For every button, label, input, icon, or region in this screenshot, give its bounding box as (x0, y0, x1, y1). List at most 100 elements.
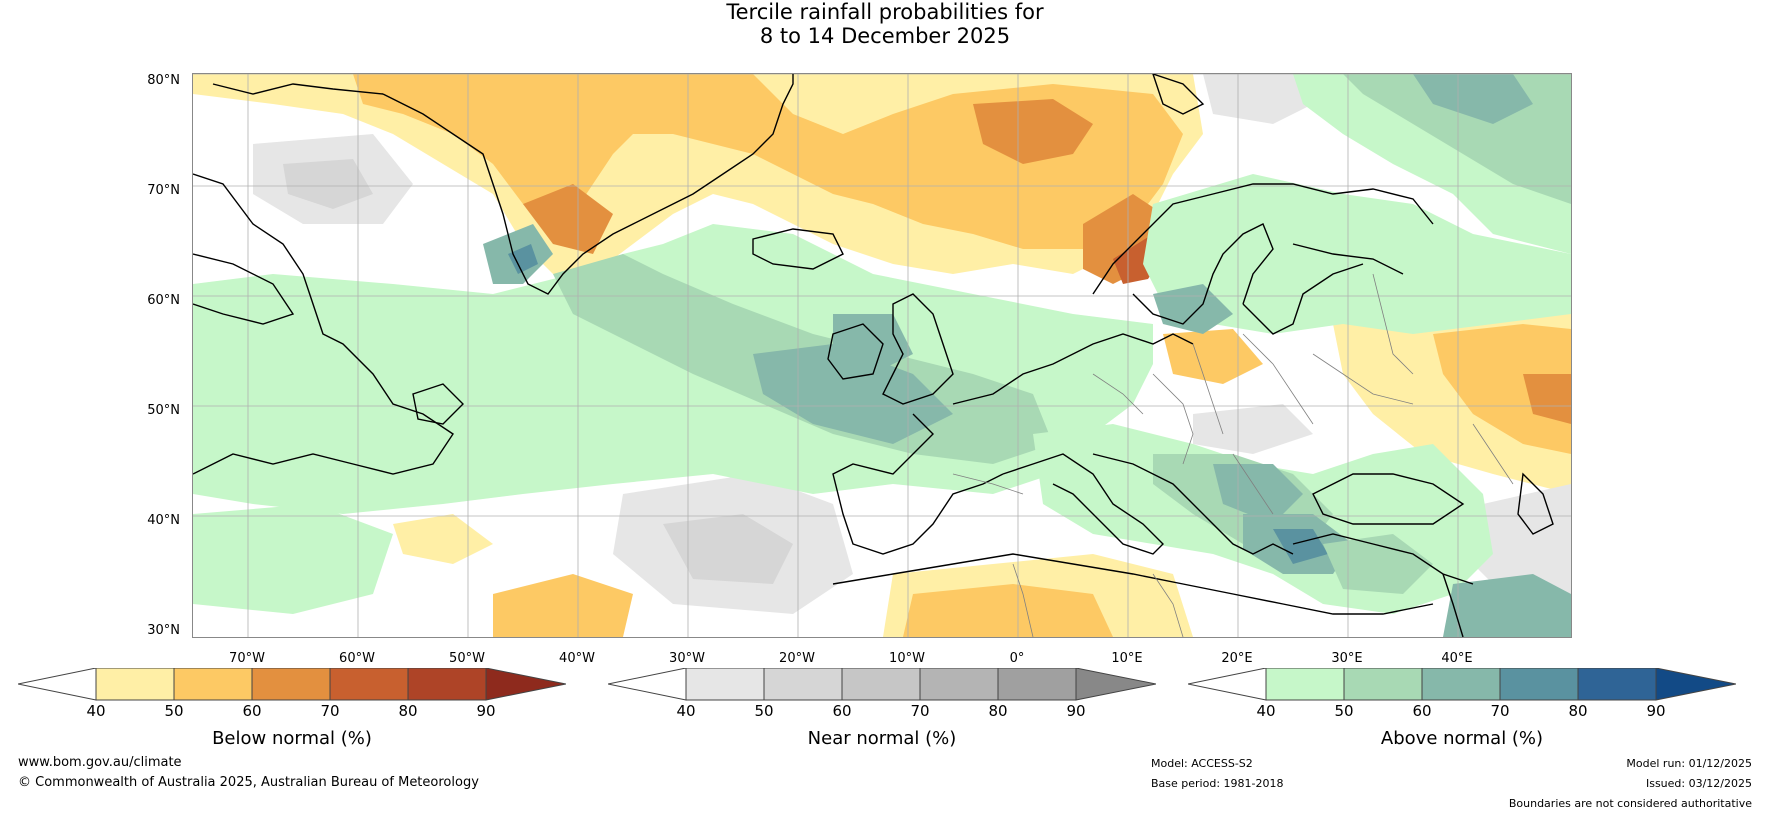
colorbar-near-tick-40: 40 (676, 702, 696, 720)
colorbar-above-swatch-5 (1577, 668, 1657, 701)
above-zone-balkans-core (1213, 464, 1303, 524)
colorbar-near-swatch-4 (919, 668, 999, 701)
colorbar-near-graphic (608, 668, 1156, 701)
lon-label-20w: 20°W (779, 651, 815, 666)
coast-canada (193, 173, 454, 475)
colorbar-above-swatch-4 (1499, 668, 1579, 701)
near-zone-arctic-ne (1203, 74, 1313, 124)
below-zone-atlantic-s2 (493, 574, 633, 637)
coast-svalbard (1152, 74, 1205, 115)
coast-hudson (193, 253, 295, 325)
colorbar-below-left-triangle (18, 668, 97, 701)
above-zone-greece-dark (1273, 529, 1328, 564)
footer-website: www.bom.gov.au/climate (18, 755, 182, 770)
footer-model: Model: ACCESS-S2 (1151, 757, 1253, 770)
colorbar-above-swatch-3 (1421, 668, 1501, 701)
above-zone-greenland-tip-dark (508, 244, 538, 274)
coast-britain (882, 293, 954, 405)
colorbar-below-swatch-4 (329, 668, 409, 701)
lon-label-30e: 30°E (1331, 651, 1363, 666)
colorbar-above-normal: 40 50 60 70 80 90 Above normal (%) (1188, 668, 1736, 749)
near-zone-south-atlantic-core (663, 514, 793, 584)
colorbar-near-right-triangle (1075, 668, 1156, 701)
lon-label-50w: 50°W (449, 651, 485, 666)
lon-label-30w: 30°W (669, 651, 705, 666)
coast-iceland (752, 228, 844, 270)
coast-italy (1002, 453, 1164, 555)
below-zone-east-core (973, 99, 1093, 164)
colorbar-above-tick-60: 60 (1412, 702, 1432, 720)
colorbar-below-tick-90: 90 (476, 702, 496, 720)
above-zone-turkey (1323, 534, 1433, 594)
country-borders (952, 273, 1514, 637)
coast-turkey (1292, 533, 1474, 585)
footer-disclaimer: Boundaries are not considered authoritat… (1508, 797, 1752, 810)
above-zone-midatlantic-core (753, 344, 953, 444)
below-zone-greenland-core (523, 184, 613, 254)
coast-caspian (1517, 472, 1554, 535)
colorbar-above-tick-90: 90 (1646, 702, 1666, 720)
colorbar-below-swatch-2 (173, 668, 253, 701)
above-zone-atlantic-w (193, 404, 343, 494)
colorbar-above-title: Above normal (%) (1380, 728, 1544, 749)
coast-europe (952, 333, 1194, 405)
footer-model-run: Model run: 01/12/2025 (1626, 757, 1752, 770)
colorbar-above-graphic (1188, 668, 1736, 701)
near-zone-central-europe (1193, 404, 1313, 454)
colorbar-near-tick-50: 50 (754, 702, 774, 720)
colorbar-below-tick-40: 40 (86, 702, 106, 720)
coast-blacksea (1312, 473, 1465, 525)
colorbar-near-tick-90: 90 (1066, 702, 1086, 720)
colorbar-near-tick-60: 60 (832, 702, 852, 720)
colorbar-above-right-triangle (1655, 668, 1736, 701)
colorbar-below-tick-70: 70 (320, 702, 340, 720)
colorbar-near-swatch-5 (997, 668, 1077, 701)
colorbar-near-swatch-1 (685, 668, 765, 701)
coast-sweden (1132, 223, 1274, 325)
colorbar-above-tick-40: 40 (1256, 702, 1276, 720)
coast-baltic (1242, 263, 1364, 335)
colorbar-near-swatch-2 (763, 668, 843, 701)
coastlines (193, 74, 1554, 637)
lat-label-80n: 80°N (147, 73, 180, 88)
colorbar-above-swatch-1 (1265, 668, 1345, 701)
chart-title: Tercile rainfall probabilities for 8 to … (0, 0, 1770, 48)
colorbar-near-tick-70: 70 (910, 702, 930, 720)
colorbar-near-title: Near normal (%) (807, 728, 957, 749)
colorbar-near-swatch-3 (841, 668, 921, 701)
coast-norway (1092, 183, 1434, 295)
lon-label-0: 0° (1009, 651, 1025, 666)
coast-levant (1442, 573, 1464, 637)
coast-finland-gulf (1292, 243, 1404, 275)
colorbar-below-tick-80: 80 (398, 702, 418, 720)
colorbar-above-swatch-2 (1343, 668, 1423, 701)
colorbar-below-right-triangle (485, 668, 566, 701)
colorbar-above-tick-80: 80 (1568, 702, 1588, 720)
colorbar-near-left-triangle (608, 668, 687, 701)
colorbar-below-title: Below normal (%) (212, 728, 372, 749)
above-zone-atlantic-s (193, 504, 393, 614)
below-zone-russia-mid (1433, 324, 1571, 454)
lon-label-70w: 70°W (229, 651, 265, 666)
above-zone-scandinavia (1143, 174, 1571, 334)
lon-label-40e: 40°E (1441, 651, 1473, 666)
coast-balkans (1092, 453, 1294, 555)
colorbar-below-tick-50: 50 (164, 702, 184, 720)
colorbar-below-graphic (18, 668, 566, 701)
coast-newfoundland (412, 383, 464, 425)
below-zone-russia-core (1523, 374, 1571, 424)
coast-greenland-n (212, 83, 384, 95)
rainfall-map (192, 73, 1572, 638)
coast-greenland (382, 74, 794, 295)
colorbar-above-tick-50: 50 (1334, 702, 1354, 720)
map-canvas (193, 74, 1571, 637)
near-zone-canada-core (283, 159, 373, 209)
coast-france-iberia (832, 413, 1004, 555)
colorbar-below-normal: 40 50 60 70 80 90 Below normal (%) (18, 668, 566, 749)
colorbar-near-tick-80: 80 (988, 702, 1008, 720)
above-zone-levant (1443, 574, 1571, 637)
colorbar-above-tick-70: 70 (1490, 702, 1510, 720)
colorbar-below-swatch-1 (95, 668, 175, 701)
lat-label-60n: 60°N (147, 293, 180, 308)
lon-label-10e: 10°E (1111, 651, 1143, 666)
